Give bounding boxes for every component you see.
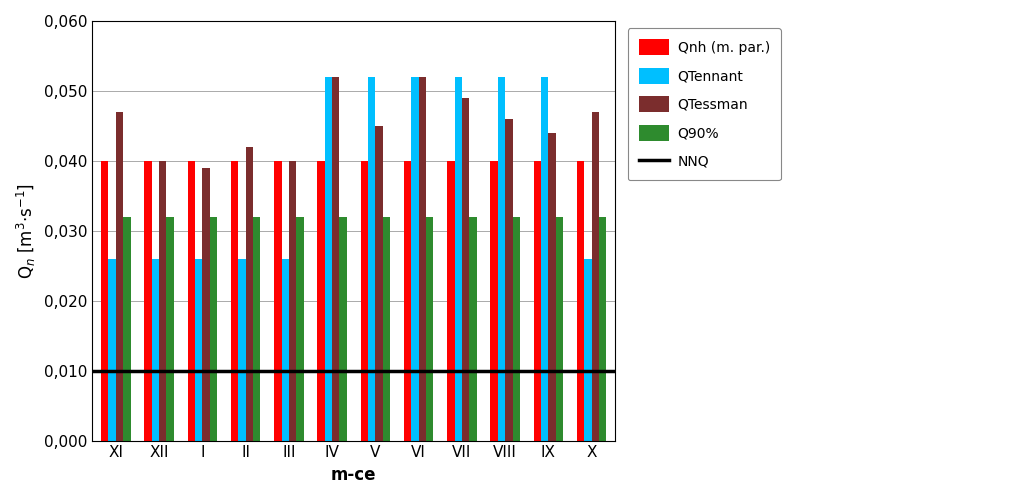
Bar	[159, 161, 167, 441]
Bar	[246, 147, 253, 441]
Bar	[195, 259, 203, 441]
Bar	[368, 77, 376, 441]
Bar	[253, 217, 260, 441]
Bar	[123, 217, 130, 441]
Bar	[447, 161, 455, 441]
Bar	[577, 161, 585, 441]
Bar	[490, 161, 498, 441]
Bar	[109, 259, 116, 441]
Bar	[325, 77, 332, 441]
Bar	[210, 217, 217, 441]
Bar	[340, 217, 347, 441]
Y-axis label: Q$_n$ [m$^3$$\cdot$s$^{-1}$]: Q$_n$ [m$^3$$\cdot$s$^{-1}$]	[15, 183, 38, 279]
Bar	[592, 112, 599, 441]
Bar	[403, 161, 412, 441]
Bar	[462, 98, 469, 441]
X-axis label: m-ce: m-ce	[331, 466, 377, 484]
Bar	[282, 259, 289, 441]
Bar	[455, 77, 462, 441]
Bar	[498, 77, 505, 441]
Bar	[360, 161, 368, 441]
Bar	[101, 161, 109, 441]
Bar	[376, 126, 383, 441]
Legend: Qnh (m. par.), QTennant, QTessman, Q90%, NNQ: Qnh (m. par.), QTennant, QTessman, Q90%,…	[628, 28, 781, 180]
Bar	[383, 217, 390, 441]
Bar	[541, 77, 549, 441]
Bar	[274, 161, 282, 441]
Bar	[116, 112, 123, 441]
Bar	[469, 217, 476, 441]
Bar	[317, 161, 325, 441]
Bar	[289, 161, 296, 441]
Bar	[296, 217, 303, 441]
Bar	[426, 217, 433, 441]
Bar	[513, 217, 520, 441]
Bar	[585, 259, 592, 441]
Bar	[203, 168, 210, 441]
Bar	[230, 161, 239, 441]
Bar	[419, 77, 426, 441]
Bar	[152, 259, 159, 441]
Bar	[599, 217, 606, 441]
Bar	[187, 161, 195, 441]
Bar	[412, 77, 419, 441]
Bar	[332, 77, 340, 441]
Bar	[167, 217, 174, 441]
Bar	[556, 217, 563, 441]
Bar	[239, 259, 246, 441]
Bar	[549, 133, 556, 441]
Bar	[505, 119, 513, 441]
Bar	[144, 161, 152, 441]
Bar	[534, 161, 541, 441]
